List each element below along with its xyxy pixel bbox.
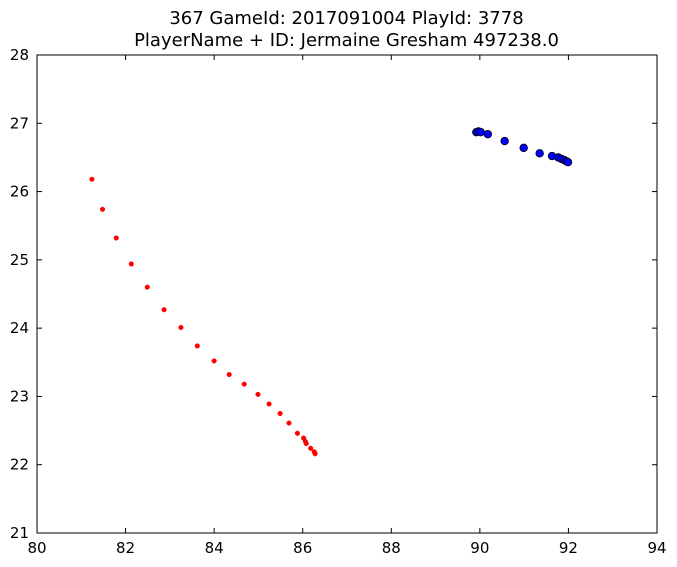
data-point-series-1 bbox=[113, 235, 119, 241]
data-point-series-2 bbox=[535, 149, 544, 158]
data-point-series-1 bbox=[211, 358, 217, 364]
y-tick-label: 22 bbox=[10, 456, 29, 474]
x-tick-label: 80 bbox=[27, 539, 46, 557]
x-tick-label: 88 bbox=[382, 539, 401, 557]
x-tick-label: 92 bbox=[559, 539, 578, 557]
y-tick-label: 21 bbox=[10, 524, 29, 542]
chart-title-line-1: 367 GameId: 2017091004 PlayId: 3778 bbox=[169, 8, 523, 29]
data-point-series-1 bbox=[128, 261, 134, 267]
y-tick-label: 24 bbox=[10, 319, 29, 337]
x-tick-label: 94 bbox=[647, 539, 666, 557]
data-point-series-2 bbox=[483, 130, 493, 139]
x-tick-label: 82 bbox=[116, 539, 135, 557]
data-point-series-1 bbox=[89, 176, 95, 182]
data-point-series-1 bbox=[277, 410, 283, 417]
data-point-series-1 bbox=[255, 391, 261, 397]
data-point-series-1 bbox=[308, 445, 314, 451]
y-tick-label: 28 bbox=[10, 46, 29, 64]
data-point-series-1 bbox=[161, 307, 167, 313]
chart-title-line-2: PlayerName + ID: Jermaine Gresham 497238… bbox=[134, 30, 559, 51]
y-tick-label: 25 bbox=[10, 251, 29, 269]
data-point-series-2 bbox=[563, 158, 573, 167]
x-tick-label: 84 bbox=[205, 539, 224, 557]
y-tick-label: 27 bbox=[10, 114, 29, 132]
data-point-series-1 bbox=[178, 324, 184, 331]
data-point-series-1 bbox=[144, 284, 150, 290]
plot-area: 80 82 84 86 88 90 92 94 21 22 23 24 25 26 27 28 bbox=[10, 46, 667, 557]
x-tick-label: 90 bbox=[470, 539, 489, 557]
data-point-series-1 bbox=[194, 343, 200, 349]
data-point-series-2 bbox=[476, 127, 485, 137]
data-point-series-1 bbox=[286, 420, 292, 426]
data-point-series-1 bbox=[226, 372, 232, 378]
data-point-series-2 bbox=[500, 136, 509, 146]
data-point-series-1 bbox=[312, 451, 318, 457]
data-point-series-1 bbox=[241, 381, 247, 387]
data-point-series-1 bbox=[99, 206, 106, 212]
plot-frame bbox=[36, 54, 658, 534]
data-point-series-1 bbox=[303, 440, 309, 447]
data-point-series-1 bbox=[294, 430, 300, 436]
data-point-series-2 bbox=[519, 143, 528, 153]
y-tick-label: 23 bbox=[10, 387, 29, 405]
y-tick-label: 26 bbox=[10, 183, 29, 201]
x-tick-label: 86 bbox=[293, 539, 312, 557]
data-point-series-1 bbox=[266, 401, 272, 407]
